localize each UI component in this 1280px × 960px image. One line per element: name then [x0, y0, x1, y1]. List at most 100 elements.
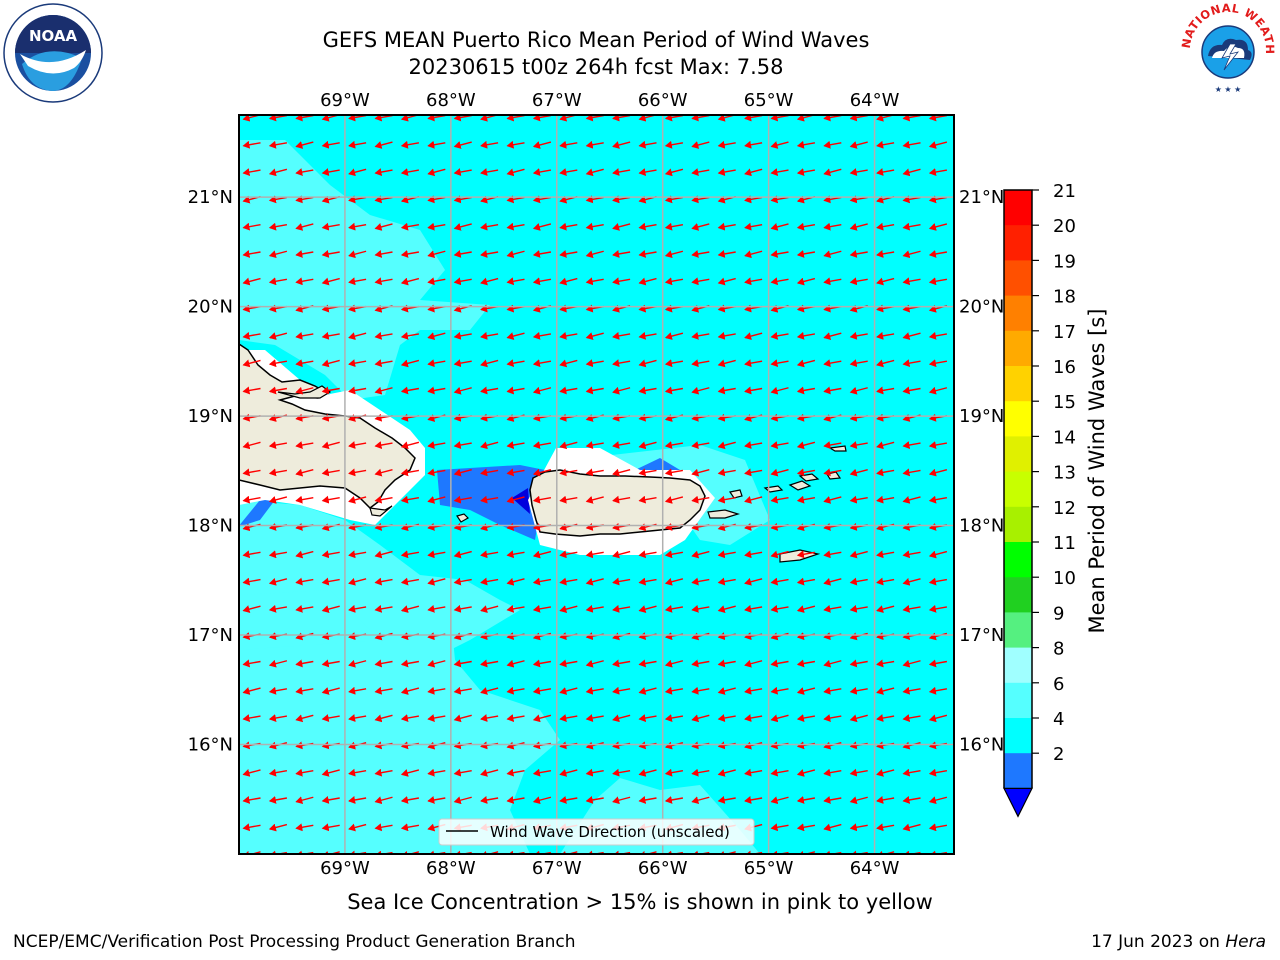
wave-arrow-385: [427, 496, 446, 504]
lon-label-bottom-4: 65°W: [744, 858, 794, 879]
wave-arrow-660: [559, 769, 578, 777]
wave-arrow-29: [295, 141, 314, 149]
wave-arrow-157: [823, 250, 842, 259]
wave-arrow-708: [400, 823, 420, 832]
wave-arrow-267: [876, 359, 895, 368]
wave-arrow-338: [612, 441, 631, 449]
wave-arrow-445: [585, 550, 604, 559]
colorbar-tick-label-15: 4: [1053, 709, 1064, 730]
wave-arrow-327: [321, 441, 340, 450]
wave-arrow-46: [744, 140, 763, 149]
wave-arrow-104: [849, 195, 868, 204]
wave-arrow-147: [559, 250, 578, 258]
wave-arrow-243: [242, 359, 261, 368]
footer-credit: NCEP/EMC/Verification Post Processing Pr…: [13, 932, 576, 952]
wave-arrow-480: [796, 577, 816, 586]
wave-arrow-464: [374, 577, 393, 586]
wave-arrow-97: [664, 195, 684, 204]
wave-arrow-290: [770, 386, 789, 395]
wave-arrow-61: [427, 168, 446, 177]
wave-arrow-153: [717, 250, 736, 258]
wave-arrow-132: [876, 222, 895, 231]
wave-arrow-433: [268, 550, 288, 559]
wave-arrow-541: [268, 659, 288, 668]
wave-arrow-263: [770, 359, 789, 368]
wave-arrow-53: [928, 141, 948, 149]
colorbar-tick-label-1: 20: [1053, 216, 1076, 237]
wave-arrow-158: [849, 250, 868, 258]
wave-arrow-278: [453, 386, 472, 395]
colorbar-segment-13: [1004, 647, 1032, 684]
wave-arrow-387: [480, 495, 499, 504]
wave-arrow-289: [744, 386, 763, 395]
wave-arrow-261: [717, 359, 736, 368]
wave-arrow-230: [612, 331, 631, 340]
wave-arrow-280: [506, 386, 525, 395]
wave-arrow-245: [295, 359, 314, 368]
wave-arrow-183: [796, 277, 816, 286]
wave-arrow-42: [638, 140, 657, 149]
wave-arrow-163: [268, 277, 288, 286]
wave-arrow-563: [849, 659, 868, 668]
wave-arrow-750: [796, 850, 816, 854]
wave-arrow-103: [823, 195, 842, 204]
wave-arrow-699: [876, 796, 895, 804]
wave-arrow-588: [796, 687, 816, 695]
wave-arrow-438: [400, 550, 420, 559]
wave-arrow-677: [295, 796, 314, 805]
wave-arrow-509: [849, 604, 868, 613]
wave-arrow-460: [268, 577, 288, 586]
lat-label-right-0: 21°N: [959, 187, 1004, 208]
wave-arrow-36: [480, 140, 499, 149]
wave-arrow-511: [902, 604, 921, 613]
wave-arrow-27: [242, 140, 261, 149]
axis-tick-labels: 69°W 69°W 68°W 68°W 67°W 67°W 66°W 66°W 65°W 65°W…: [188, 90, 1005, 879]
wave-arrow-52: [902, 140, 921, 149]
chart-title: GEFS MEAN Puerto Rico Mean Period of Win…: [322, 28, 870, 52]
wave-arrow-672: [876, 769, 895, 777]
wave-arrow-741: [559, 850, 578, 854]
wave-arrow-496: [506, 604, 525, 613]
wave-arrow-728: [928, 823, 948, 832]
wave-arrow-120: [559, 222, 578, 231]
lon-label-bottom-1: 68°W: [426, 858, 476, 879]
wave-arrow-55: [268, 168, 288, 177]
footer-date: 17 Jun 2023 on Hera: [1091, 932, 1266, 952]
wave-arrow-127: [744, 222, 763, 231]
legend: Wind Wave Direction (unscaled): [438, 818, 755, 846]
wave-arrow-130: [823, 222, 842, 231]
wave-arrow-242: [928, 331, 948, 340]
lon-label-bottom-3: 66°W: [638, 858, 688, 879]
wave-arrow-277: [427, 386, 446, 395]
wave-arrow-339: [638, 441, 657, 450]
wave-arrow-671: [849, 768, 868, 777]
wave-arrow-613: [744, 714, 763, 722]
wave-arrow-63: [480, 168, 499, 176]
map-frame: [238, 114, 955, 855]
wave-arrow-658: [506, 768, 525, 777]
lat-label-right-5: 16°N: [959, 735, 1004, 756]
wave-arrow-167: [374, 277, 393, 286]
lat-label-right-3: 18°N: [959, 516, 1004, 537]
wave-arrow-331: [427, 441, 446, 449]
wave-arrow-37: [506, 140, 525, 149]
wave-arrow-654: [400, 769, 420, 777]
wave-arrow-499: [585, 604, 604, 613]
wave-arrow-282: [559, 386, 578, 395]
wave-arrow-691: [664, 796, 684, 804]
lat-label-left-2: 19°N: [188, 406, 233, 427]
wave-arrow-56: [295, 168, 314, 176]
colorbar-segment-16: [1004, 753, 1032, 789]
lat-label-left-4: 17°N: [188, 625, 233, 646]
wave-arrow-455: [849, 550, 868, 559]
wave-arrow-390: [559, 495, 578, 504]
colorbar-segment-12: [1004, 612, 1032, 649]
lon-label-bottom-2: 67°W: [532, 858, 582, 879]
colorbar-segment-4: [1004, 330, 1032, 367]
wave-arrow-687: [559, 796, 578, 804]
wave-arrow-397: [744, 496, 763, 504]
wave-arrow-173: [532, 277, 552, 286]
wave-arrow-662: [612, 768, 631, 777]
wave-arrow-40: [585, 140, 604, 149]
colorbar-segment-15: [1004, 718, 1032, 754]
